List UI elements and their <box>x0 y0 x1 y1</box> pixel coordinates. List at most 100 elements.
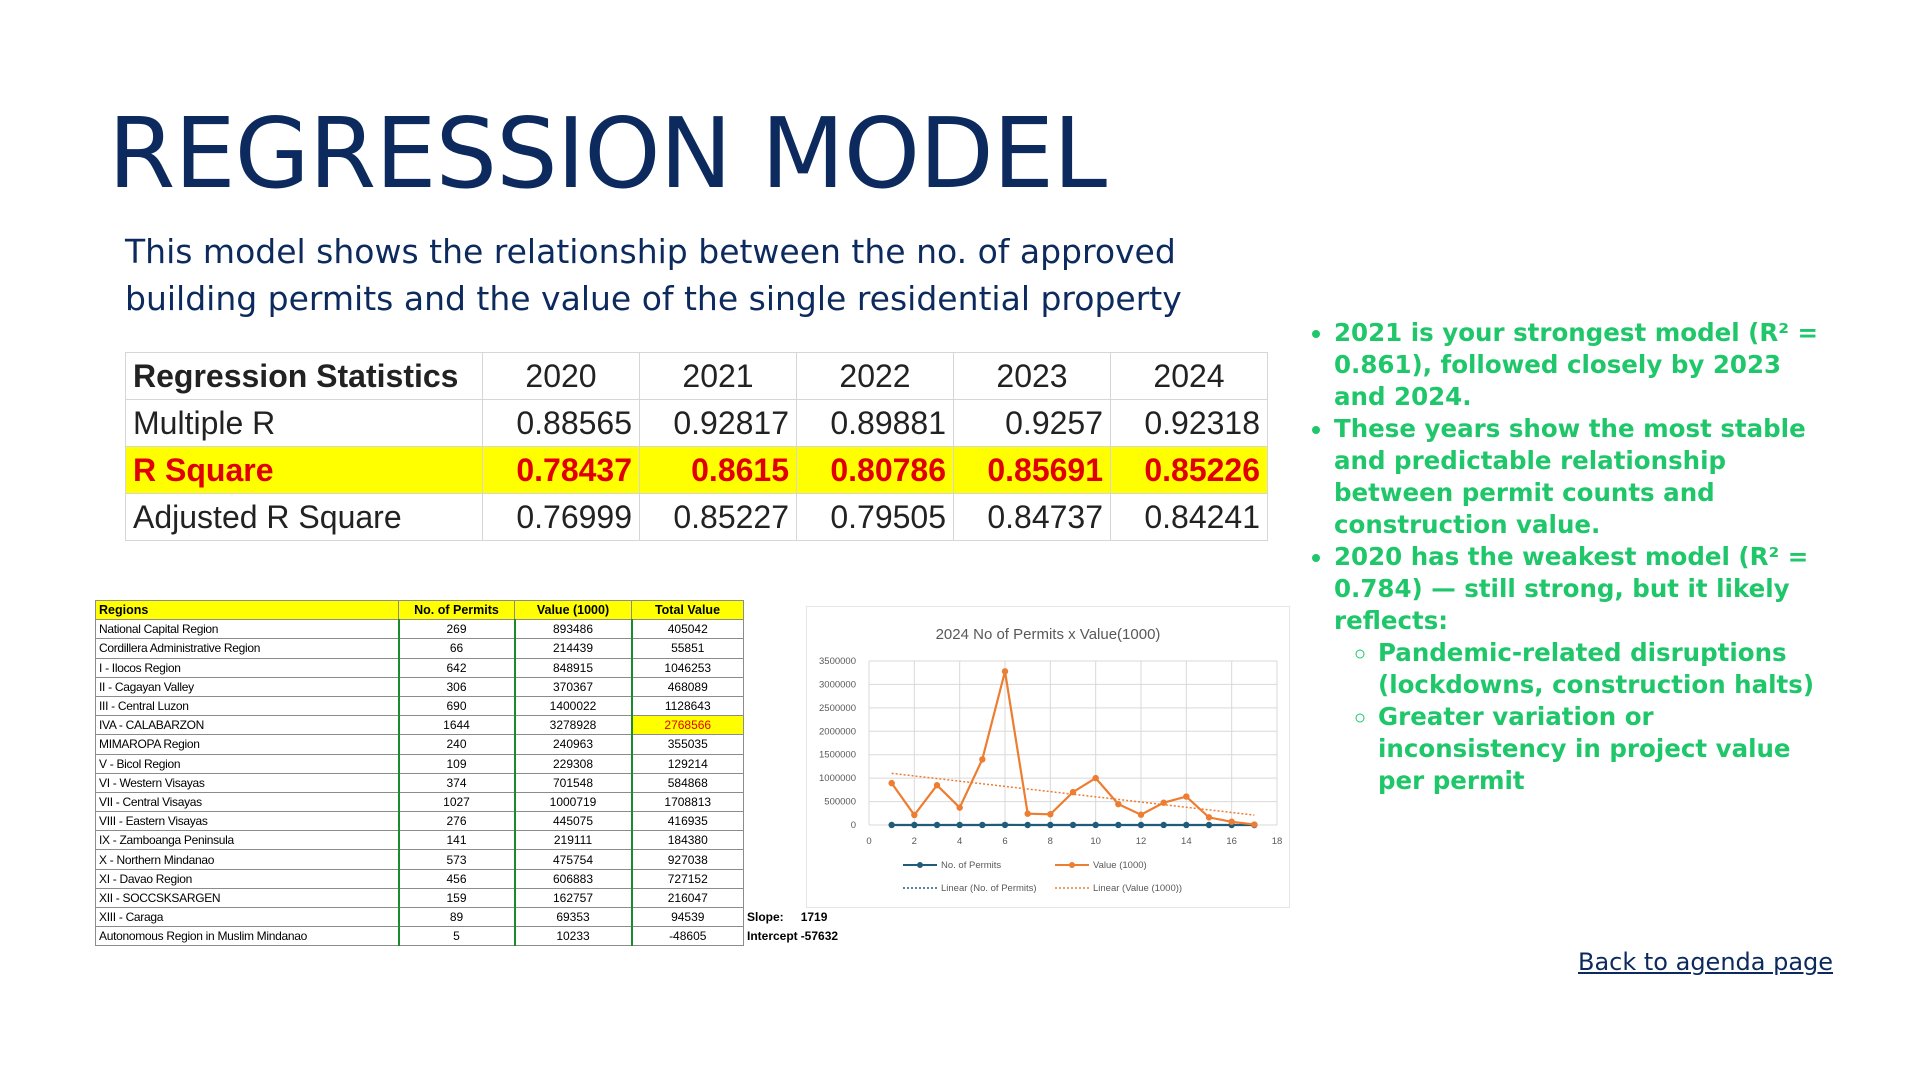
value-data-point <box>911 811 918 819</box>
stats-header-label: Regression Statistics <box>125 352 483 400</box>
value-data-point <box>1115 800 1122 808</box>
permits-data-point <box>979 821 986 829</box>
table-row: XIII - Caraga 89 69353 94539 Slope: 1719 <box>95 906 842 928</box>
region-name-cell: IX - Zamboanga Peninsula <box>95 830 399 851</box>
value-data-point <box>1137 811 1145 818</box>
region-name-cell: XIII - Caraga <box>95 906 399 928</box>
value-data-point <box>1205 814 1213 821</box>
permits-cell: 642 <box>397 657 515 678</box>
total-value-cell: 1046253 <box>630 657 744 678</box>
value-cell: 69353 <box>513 906 632 928</box>
value-data-point <box>1024 810 1031 817</box>
stats-cell: 0.80786 <box>796 446 954 494</box>
total-value-cell: 1128643 <box>630 695 744 717</box>
stats-header-year: 2023 <box>953 352 1111 400</box>
value-data-point <box>888 779 895 787</box>
stats-cell: 0.85226 <box>1110 446 1268 494</box>
value-cell: 893486 <box>513 619 632 640</box>
stats-row-label: Multiple R <box>125 399 483 447</box>
regions-header-cell: Total Value <box>631 599 744 621</box>
value-data-point <box>1001 668 1009 675</box>
back-to-agenda-link[interactable]: Back to agenda page <box>1578 948 1834 976</box>
stats-cell: 0.79505 <box>796 493 954 541</box>
permits-cell: 306 <box>397 676 515 697</box>
value-data-point <box>1228 818 1235 825</box>
value-trendline <box>891 772 1255 816</box>
value-data-point <box>1092 774 1099 782</box>
stats-row-label: Adjusted R Square <box>125 493 483 541</box>
value-cell: 606883 <box>513 868 632 889</box>
total-value-cell: 355035 <box>630 734 744 755</box>
permits-data-point <box>1183 821 1190 829</box>
total-value-cell: 94539 <box>630 906 744 928</box>
region-name-cell: II - Cagayan Valley <box>95 676 399 697</box>
y-tick-label: 3500000 <box>819 656 856 667</box>
stats-cell: 0.78437 <box>482 446 640 494</box>
value-cell: 445075 <box>513 811 632 832</box>
value-cell: 3278928 <box>513 715 632 736</box>
x-tick-label: 16 <box>1226 836 1237 847</box>
region-name-cell: VIII - Eastern Visayas <box>95 811 399 832</box>
stats-cell: 0.76999 <box>482 493 640 541</box>
regions-header-row: Regions No. of Permits Value (1000) Tota… <box>95 599 842 621</box>
legend-permits-marker <box>917 862 923 868</box>
stats-header-year: 2024 <box>1110 352 1268 400</box>
y-tick-label: 3000000 <box>819 679 856 690</box>
region-name-cell: XI - Davao Region <box>95 868 399 889</box>
permits-cell: 690 <box>397 695 515 717</box>
regions-header-cell: Value (1000) <box>514 599 632 621</box>
y-tick-label: 1500000 <box>819 750 856 761</box>
total-value-cell: 129214 <box>630 753 744 774</box>
permits-cell: 374 <box>397 772 515 793</box>
page-subtitle: This model shows the relationship betwee… <box>125 232 1182 318</box>
region-name-cell: Cordillera Administrative Region <box>95 638 399 659</box>
permits-cell: 573 <box>397 849 515 870</box>
permits-cell: 5 <box>397 926 515 947</box>
chart-title: 2024 No of Permits x Value(1000) <box>936 626 1161 643</box>
value-cell: 162757 <box>513 887 632 909</box>
value-cell: 701548 <box>513 772 632 793</box>
value-data-point <box>1047 811 1054 818</box>
permits-value-line-chart: 2024 No of Permits x Value(1000) 0 500000 1… <box>806 606 1290 908</box>
x-tick-label: 10 <box>1090 836 1101 847</box>
table-row: VII - Central Visayas 1027 1000719 1708813 <box>95 791 842 813</box>
insight-bullet: These years show the most stable and pre… <box>1334 413 1830 541</box>
insight-sub-bullet: Greater variation or inconsistency in pr… <box>1378 701 1830 797</box>
region-name-cell: III - Central Luzon <box>95 695 399 717</box>
table-row: National Capital Region 269 893486 405042 <box>95 619 842 640</box>
insights-bullet-list: 2021 is your strongest model (R² = 0.861… <box>1300 317 1830 797</box>
total-value-cell: 1708813 <box>630 791 744 813</box>
table-row: MIMAROPA Region 240 240963 355035 <box>95 734 842 755</box>
value-cell: 10233 <box>513 926 632 947</box>
x-tick-label: 18 <box>1272 836 1283 847</box>
total-value-cell-highlighted: 2768566 <box>630 715 744 736</box>
x-tick-label: 14 <box>1181 836 1192 847</box>
table-row: XI - Davao Region 456 606883 727152 <box>95 868 842 889</box>
region-name-cell: Autonomous Region in Muslim Mindanao <box>95 926 399 947</box>
regions-header-cell: Regions <box>95 599 399 621</box>
value-cell: 1000719 <box>513 791 632 813</box>
slope-label: Slope: <box>747 910 784 925</box>
value-cell: 370367 <box>513 676 632 697</box>
table-row: X - Northern Mindanao 573 475754 927038 <box>95 849 842 870</box>
table-row: VIII - Eastern Visayas 276 445075 416935 <box>95 811 842 832</box>
stats-row-multiple-r: Multiple R 0.88565 0.92817 0.89881 0.925… <box>125 399 1268 447</box>
permits-cell: 1027 <box>397 791 515 813</box>
permits-cell: 141 <box>397 830 515 851</box>
page-title: REGRESSION MODEL <box>108 97 1107 210</box>
value-cell: 229308 <box>513 753 632 774</box>
total-value-cell: 468089 <box>630 676 744 697</box>
y-tick-label: 500000 <box>824 797 856 808</box>
legend-value-trend-label: Linear (Value (1000)) <box>1093 883 1182 894</box>
stats-row-adjusted-r-square: Adjusted R Square 0.76999 0.85227 0.7950… <box>125 493 1268 541</box>
permits-cell: 159 <box>397 887 515 909</box>
x-tick-label: 8 <box>1048 836 1053 847</box>
total-value-cell: 216047 <box>630 887 744 909</box>
table-row: VI - Western Visayas 374 701548 584868 <box>95 772 842 793</box>
stats-cell: 0.84737 <box>953 493 1111 541</box>
x-tick-label: 4 <box>957 836 962 847</box>
x-tick-label: 6 <box>1002 836 1007 847</box>
intercept-label: Intercept <box>747 929 798 944</box>
stats-cell: 0.92817 <box>639 399 797 447</box>
region-name-cell: MIMAROPA Region <box>95 734 399 755</box>
